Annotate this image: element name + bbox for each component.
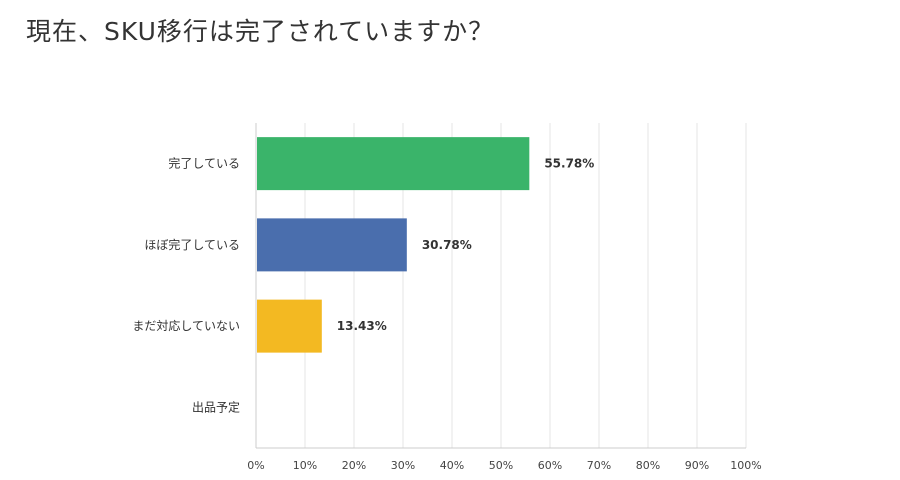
labels: 完了している 55.78% ほぼ完了している 30.78% まだ対応していない 13.43… [132,156,594,415]
x-tick-label: 70% [587,459,611,472]
bar [257,137,530,191]
axes: 0% 10% 20% 30% 40% 50% 60% 70% 80% 90% 100% [247,123,762,472]
bar [257,299,322,353]
x-tick-label: 20% [342,459,366,472]
y-category-label: ほぼ完了している [144,237,240,252]
y-category-label: 完了している [168,156,240,171]
x-tick-label: 100% [730,459,761,472]
bars [257,137,530,353]
x-tick-label: 80% [636,459,660,472]
bar-value-label: 55.78% [544,157,594,171]
x-tick-label: 90% [685,459,709,472]
x-tick-label: 40% [440,459,464,472]
x-tick-label: 50% [489,459,513,472]
x-tick-label: 10% [293,459,317,472]
y-category-label: 出品予定 [192,399,240,414]
x-tick-label: 0% [247,459,264,472]
bar-value-label: 30.78% [422,238,472,252]
chart-title: 現在、SKU移行は完了されていますか？ [26,17,495,46]
bar-value-label: 13.43% [337,319,387,333]
x-tick-label: 60% [538,459,562,472]
x-tick-label: 30% [391,459,415,472]
y-category-label: まだ対応していない [132,319,240,333]
bar [257,218,407,272]
